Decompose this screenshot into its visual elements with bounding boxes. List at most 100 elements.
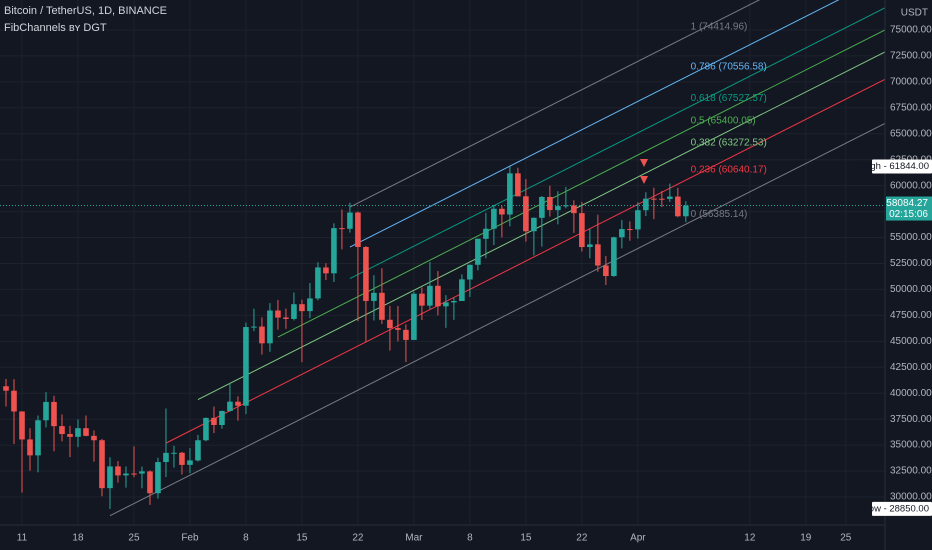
candle-body <box>371 292 377 301</box>
x-tick-label: 18 <box>72 533 84 544</box>
candle-body <box>171 452 177 454</box>
candle-body <box>339 228 345 230</box>
candle-body <box>19 411 25 440</box>
fib-line <box>349 7 885 279</box>
y-tick-label: 72500.00 <box>890 51 932 62</box>
candle-body <box>507 173 513 215</box>
x-tick-label: 11 <box>17 533 28 544</box>
candle-body <box>379 292 385 320</box>
y-tick-label: 70000.00 <box>890 77 932 88</box>
countdown-label: 02:15:06 <box>889 209 928 220</box>
x-tick-label: 8 <box>243 533 249 544</box>
x-tick-label: 8 <box>467 533 473 544</box>
candle-body <box>635 210 641 230</box>
x-tick-label: 15 <box>296 533 308 544</box>
signal-arrow <box>640 159 648 167</box>
y-tick-label: 42500.00 <box>890 362 932 373</box>
y-tick-label: 60000.00 <box>890 180 932 191</box>
chart-title: Bitcoin / TetherUS, 1D, BINANCE <box>4 5 167 17</box>
y-tick-label: 32500.00 <box>890 466 932 477</box>
candle-body <box>307 298 313 312</box>
fib-line <box>349 0 840 248</box>
low-label-box <box>872 501 932 516</box>
candle-body <box>571 205 577 214</box>
x-tick-label: 22 <box>352 533 364 544</box>
candle-body <box>59 426 65 435</box>
candle-body <box>483 228 489 239</box>
candle-body <box>251 326 257 328</box>
candle-body <box>51 401 57 427</box>
candle-body <box>539 196 545 218</box>
candle-body <box>219 410 225 425</box>
x-tick-label: 22 <box>576 533 588 544</box>
fib-line <box>277 29 885 338</box>
candle-body <box>411 293 417 340</box>
candle-body <box>235 401 241 406</box>
candle-body <box>227 401 233 411</box>
y-tick-label: 67500.00 <box>890 102 932 113</box>
candle-body <box>163 452 169 463</box>
fib-line <box>109 122 885 517</box>
candle-body <box>11 390 17 412</box>
candle-body <box>131 473 137 475</box>
y-tick-label: 55000.00 <box>890 232 932 243</box>
candle-body <box>355 212 361 248</box>
candle-body <box>267 310 273 344</box>
candle-body <box>579 213 585 248</box>
candle-body <box>291 304 297 319</box>
fib-label: 1 (74414.96) <box>691 22 748 33</box>
candle-body <box>491 208 497 229</box>
candle-body <box>387 319 393 329</box>
candle-body <box>35 420 41 456</box>
x-tick-label: Mar <box>405 533 423 544</box>
candle-body <box>315 267 321 299</box>
candle-body <box>459 279 465 302</box>
candle-body <box>675 196 681 217</box>
fib-label: 0 (56385.14) <box>691 209 748 220</box>
candle-body <box>195 440 201 461</box>
y-tick-label: 30000.00 <box>890 492 932 503</box>
high-label: High - 61844.00 <box>861 161 929 172</box>
y-tick-label: 65000.00 <box>890 128 932 139</box>
candle-body <box>147 471 153 494</box>
candle-body <box>27 439 33 456</box>
fib-line <box>349 0 761 208</box>
candle-body <box>83 428 89 436</box>
candle-body <box>563 205 569 207</box>
fib-label: 0.382 (63272.53) <box>691 137 767 148</box>
candle-body <box>75 428 81 437</box>
candle-body <box>523 196 529 232</box>
candle-body <box>683 205 689 217</box>
candle-body <box>243 327 249 406</box>
candle-body <box>627 229 633 231</box>
y-tick-label: 45000.00 <box>890 336 932 347</box>
candle-body <box>155 462 161 494</box>
candle-body <box>107 466 113 489</box>
candle-body <box>419 293 425 306</box>
candle-body <box>203 417 209 441</box>
candle-body <box>331 228 337 274</box>
fib-line <box>165 78 885 444</box>
x-tick-label: Feb <box>181 533 199 544</box>
candle-body <box>499 208 505 215</box>
candles <box>3 166 689 509</box>
candle-body <box>403 329 409 340</box>
candle-body <box>531 217 537 232</box>
fib-label: 0.236 (60640.17) <box>691 165 767 176</box>
candle-body <box>123 473 129 476</box>
candle-body <box>43 401 49 421</box>
candle-body <box>275 310 281 318</box>
candle-body <box>139 471 145 474</box>
x-tick-label: 12 <box>744 533 756 544</box>
candle-body <box>283 317 289 319</box>
currency-label: USDT <box>901 8 928 19</box>
x-tick-label: 25 <box>128 533 140 544</box>
candle-body <box>3 386 9 391</box>
indicator-name: FibChannels ʙʏ DGT <box>4 22 107 34</box>
candle-body <box>667 196 673 199</box>
candle-body <box>659 198 665 200</box>
candle-body <box>99 440 105 489</box>
high-label-box <box>872 159 932 174</box>
candle-body <box>187 460 193 465</box>
